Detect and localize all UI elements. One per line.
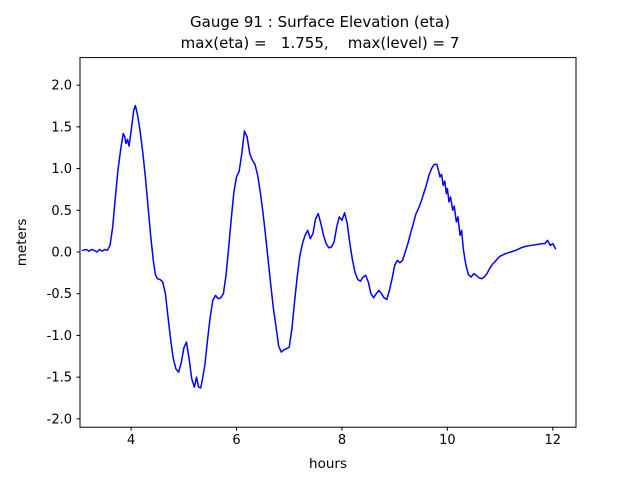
chart-subtitle: max(eta) = 1.755, max(level) = 7 xyxy=(181,34,460,52)
y-tick-label: 0.5 xyxy=(51,204,72,219)
x-tick-label: 6 xyxy=(232,433,240,448)
x-axis-label: hours xyxy=(309,456,347,472)
y-axis-label: meters xyxy=(14,219,30,267)
x-tick-label: 10 xyxy=(439,433,456,448)
x-tick-label: 12 xyxy=(545,433,562,448)
y-tick-label: 0.0 xyxy=(51,245,72,260)
y-tick-label: -2.0 xyxy=(47,412,72,427)
y-tick-label: -0.5 xyxy=(47,287,72,302)
y-tick-label: -1.0 xyxy=(47,329,72,344)
plot-border xyxy=(79,57,577,428)
y-tick-label: 1.0 xyxy=(51,162,72,177)
x-tick-label: 4 xyxy=(127,433,135,448)
y-tick-label: 1.5 xyxy=(51,120,72,135)
data-series xyxy=(81,104,557,389)
y-tick-label: 2.0 xyxy=(51,79,72,94)
y-tick-label: -1.5 xyxy=(47,371,72,386)
axis-ticks: 4 6 8 10 12 -2.0 -1.5 -1.0 -0.5 0.0 0.5 1.0 1.5 2.0 xyxy=(47,79,561,449)
chart-title: Gauge 91 : Surface Elevation (eta) xyxy=(190,13,450,31)
eta-line xyxy=(81,104,557,389)
x-tick-label: 8 xyxy=(338,433,346,448)
